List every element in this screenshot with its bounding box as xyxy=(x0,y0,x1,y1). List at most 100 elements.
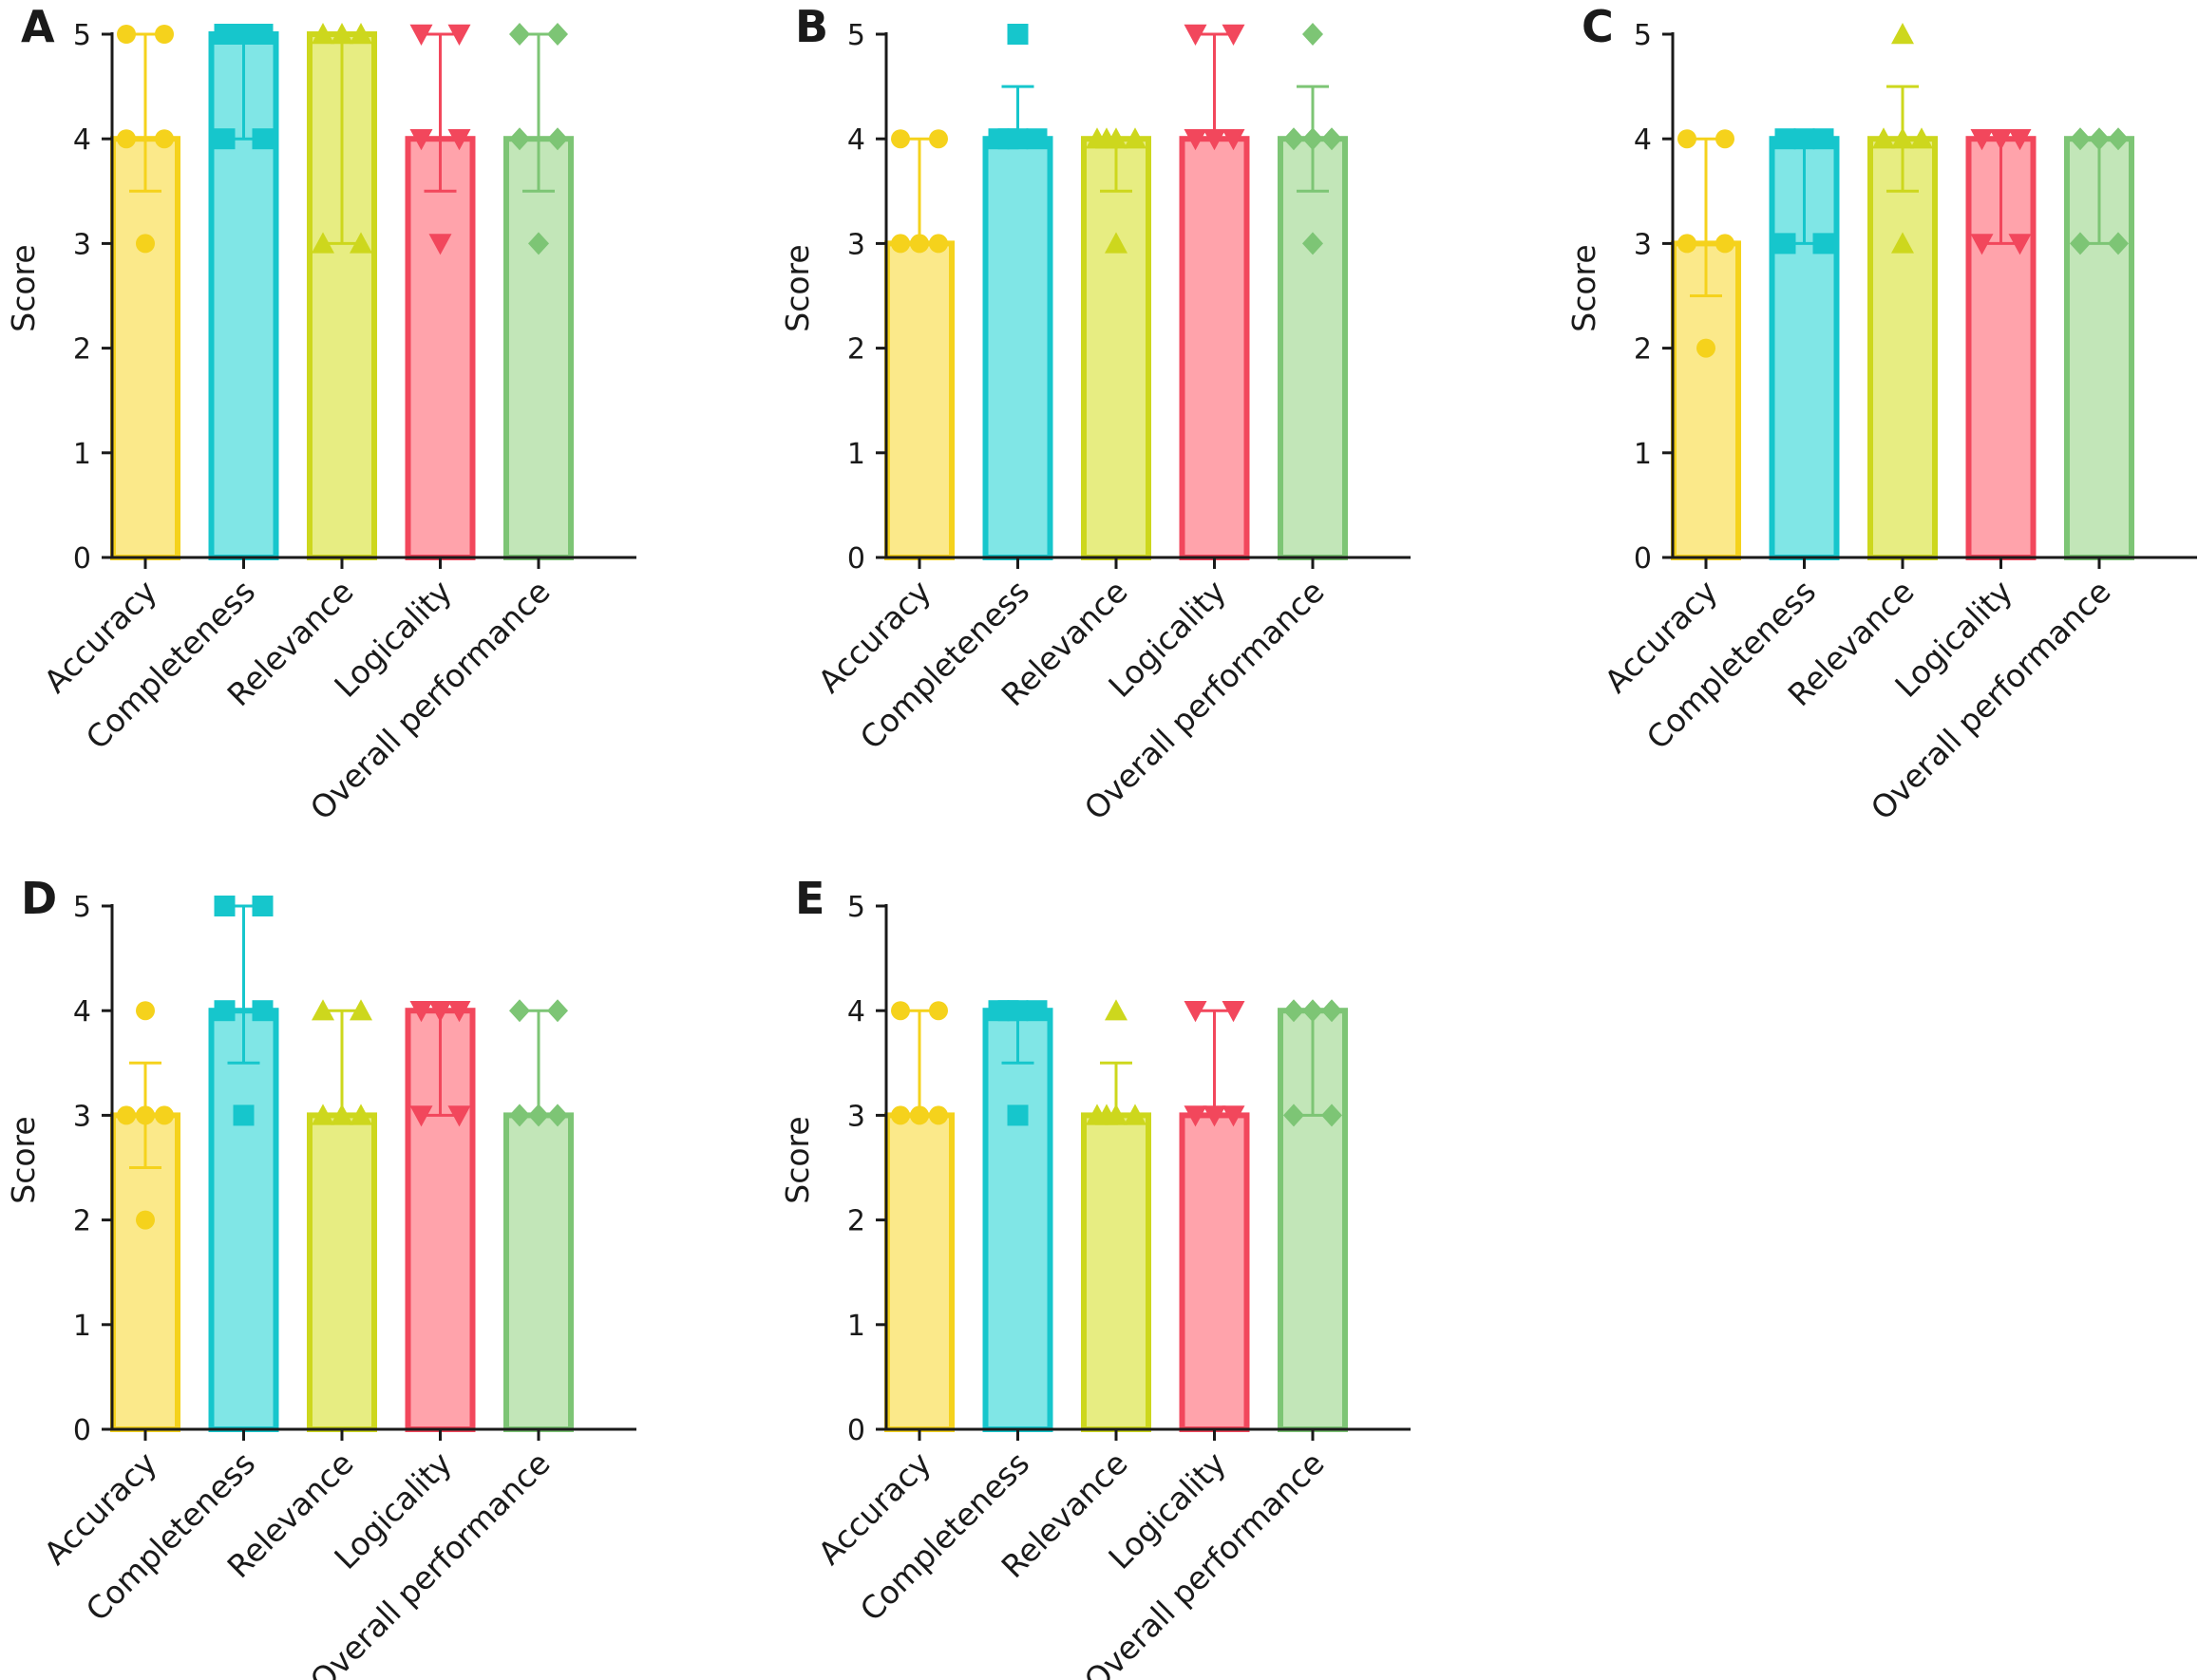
y-tick-label: 4 xyxy=(73,995,91,1029)
panel-letter: A xyxy=(21,1,55,52)
error-bar xyxy=(1198,32,1231,141)
category-label: Completeness xyxy=(853,573,1037,757)
y-tick-label: 1 xyxy=(73,438,91,471)
error-bar xyxy=(903,1009,936,1117)
data-point-diamond xyxy=(1283,999,1304,1023)
data-point-circle xyxy=(1677,234,1696,254)
data-point-diamond xyxy=(509,1104,530,1127)
data-point-diamond xyxy=(1321,999,1342,1023)
data-point-circle xyxy=(155,1105,174,1125)
data-point-diamond xyxy=(547,23,568,46)
data-point-triangle-up xyxy=(312,999,334,1021)
data-point-circle xyxy=(117,25,136,44)
panel-letter: D xyxy=(21,873,57,924)
axes xyxy=(884,32,1411,559)
panel-letter: E xyxy=(795,873,824,924)
category-label: Completeness xyxy=(79,573,263,757)
error-bar xyxy=(522,1009,555,1117)
data-point-circle xyxy=(1696,338,1715,358)
data-point-triangle-down xyxy=(447,24,471,46)
data-point-diamond xyxy=(2108,232,2129,255)
data-point-triangle-down xyxy=(409,24,433,46)
data-point-diamond xyxy=(509,23,530,46)
data-point-diamond xyxy=(1283,127,1304,151)
bar-overall-performance xyxy=(1278,136,1348,560)
data-point-square xyxy=(1812,233,1834,255)
error-bar xyxy=(326,1009,358,1117)
data-point-circle xyxy=(929,1001,948,1021)
data-point-square xyxy=(252,1000,274,1022)
data-point-square xyxy=(233,1104,255,1126)
y-axis-title: Score xyxy=(5,1116,42,1203)
data-point-triangle-down xyxy=(1970,234,1994,255)
data-point-triangle-up xyxy=(1124,1104,1146,1125)
data-point-square xyxy=(997,128,1019,150)
y-axis-title: Score xyxy=(779,1116,816,1203)
data-point-triangle-down xyxy=(409,129,433,151)
data-point-circle xyxy=(117,1105,136,1125)
y-tick-label: 3 xyxy=(847,1100,865,1133)
data-point-diamond xyxy=(1302,232,1323,255)
category-label: Completeness xyxy=(79,1444,263,1629)
y-tick-label: 0 xyxy=(1634,542,1652,576)
data-point-diamond xyxy=(547,1104,568,1127)
bar-accuracy xyxy=(884,1112,955,1432)
data-point-square xyxy=(1774,128,1796,150)
data-point-triangle-up xyxy=(1105,999,1127,1021)
data-point-triangle-down xyxy=(1222,1001,1245,1023)
data-point-square xyxy=(1007,24,1029,45)
data-point-triangle-down xyxy=(447,1001,471,1023)
data-point-triangle-up xyxy=(1891,127,1914,149)
data-point-triangle-down xyxy=(1184,1105,1207,1127)
bar-relevance xyxy=(1867,136,1938,560)
y-tick-label: 5 xyxy=(847,891,865,924)
data-point-triangle-up xyxy=(312,23,334,45)
error-bar xyxy=(1198,1009,1231,1117)
data-point-triangle-down xyxy=(1184,1001,1207,1023)
y-tick-label: 2 xyxy=(847,333,865,367)
y-tick-label: 5 xyxy=(73,891,91,924)
data-point-square xyxy=(214,896,236,916)
bar-completeness xyxy=(982,1008,1053,1432)
data-point-circle xyxy=(1677,129,1696,149)
data-point-triangle-down xyxy=(447,129,471,151)
data-point-triangle-down xyxy=(409,1105,433,1127)
data-point-triangle-up xyxy=(350,1104,372,1125)
data-point-circle xyxy=(891,129,910,149)
data-point-circle xyxy=(891,1105,910,1125)
data-point-triangle-down xyxy=(1222,24,1245,46)
bar-logicality xyxy=(1179,1112,1250,1432)
panel-c: C 012345ScoreAccuracyCompletenessRelevan… xyxy=(1565,1,2197,827)
data-point-triangle-up xyxy=(1891,232,1914,254)
data-point-triangle-down xyxy=(2008,234,2032,255)
category-label: Completeness xyxy=(853,1444,1037,1629)
data-point-triangle-up xyxy=(350,232,372,254)
axes xyxy=(884,904,1411,1431)
data-point-square xyxy=(1026,128,1048,150)
data-point-circle xyxy=(155,25,174,44)
y-tick-label: 5 xyxy=(847,19,865,52)
panel-d: D 012345ScoreAccuracyCompletenessRelevan… xyxy=(5,873,636,1680)
data-point-triangle-down xyxy=(1203,129,1226,151)
y-tick-label: 5 xyxy=(73,19,91,52)
data-point-triangle-up xyxy=(1124,127,1146,149)
data-point-triangle-down xyxy=(1203,1105,1226,1127)
data-point-diamond xyxy=(2070,127,2091,151)
data-point-diamond xyxy=(1302,23,1323,46)
data-point-circle xyxy=(136,1210,155,1230)
data-point-diamond xyxy=(1321,1104,1342,1127)
data-point-diamond xyxy=(1283,1104,1304,1127)
data-point-square xyxy=(214,1000,236,1022)
y-tick-label: 4 xyxy=(847,123,865,157)
data-point-circle xyxy=(136,1105,155,1125)
panel-b: B 012345ScoreAccuracyCompletenessRelevan… xyxy=(779,1,1411,827)
data-point-square xyxy=(214,128,236,150)
data-point-square xyxy=(1007,1104,1029,1126)
data-point-triangle-down xyxy=(428,1001,452,1023)
data-point-triangle-up xyxy=(312,232,334,254)
data-point-square xyxy=(1812,128,1834,150)
panel-a: A 012345ScoreAccuracyCompletenessRelevan… xyxy=(5,1,636,827)
data-point-triangle-down xyxy=(447,1105,471,1127)
data-point-circle xyxy=(1715,129,1734,149)
y-tick-label: 3 xyxy=(847,228,865,261)
